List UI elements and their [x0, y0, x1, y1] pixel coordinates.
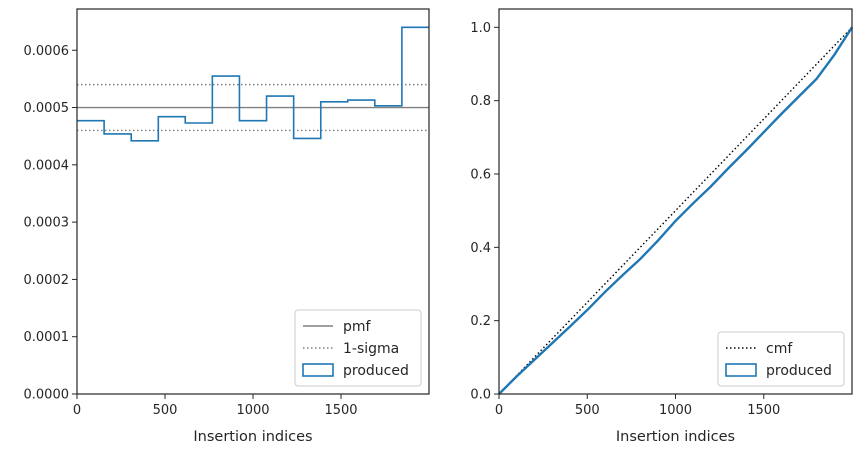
left-histogram-panel: 0 500 1000 1500 0.0000 0.0001 0.0002 0.0003 0.00… [24, 8, 430, 445]
y-tick-label: 0.0005 [24, 101, 70, 116]
series-point-produced-8 [639, 258, 641, 260]
legend-label: pmf [343, 319, 372, 335]
series-point-produced-6 [604, 291, 606, 293]
y-tick-label: 0.6 [470, 168, 491, 183]
legend-label: produced [343, 363, 409, 379]
legend-swatch-produced [725, 363, 757, 377]
right-cmf-panel: 0 500 1000 1500 0.0 0.2 0.4 0.6 0.8 1.0 Insertion … [470, 8, 854, 445]
x-tick-label: 1000 [236, 403, 269, 418]
series-point-produced-17 [798, 95, 800, 98]
series-point-produced-7 [621, 274, 624, 277]
produced-histogram-step [77, 26, 429, 142]
series-point-produced-14 [745, 149, 747, 152]
y-tick-label: 1.0 [470, 21, 491, 36]
y-tick-label: 0.0004 [24, 158, 70, 173]
series-point-produced-15 [762, 131, 765, 133]
legend-label: 1-sigma [343, 341, 399, 357]
legend-swatch-produced [302, 363, 334, 377]
y-tick-label: 0.8 [470, 94, 491, 109]
series-point-produced-1 [515, 375, 518, 378]
series-point-produced-10 [674, 220, 677, 222]
x-tick-label: 1500 [324, 403, 357, 418]
y-tick-label: 0.0003 [24, 216, 70, 231]
series-point-produced-2 [533, 359, 536, 361]
x-tick-label: 1000 [659, 403, 692, 418]
x-tick-label: 500 [575, 403, 600, 418]
y-tick-label: 0.0 [470, 388, 491, 403]
legend-box [717, 331, 845, 387]
x-tick-label: 0 [73, 403, 81, 418]
legend: cmf produced [717, 331, 845, 387]
legend-label: produced [766, 363, 832, 379]
series-point-produced-3 [551, 342, 553, 345]
series-point-produced-12 [710, 185, 712, 188]
y-tick-label: 0.0001 [24, 330, 70, 345]
series-point-produced-5 [586, 309, 589, 311]
series-point-produced-18 [815, 77, 818, 80]
series-cmf [498, 26, 853, 395]
series-point-produced-19 [833, 54, 836, 56]
series-point-produced-13 [727, 167, 730, 169]
y-tick-label: 0.4 [470, 241, 491, 256]
x-axis-label: Insertion indices [193, 429, 312, 445]
x-axis-label: Insertion indices [616, 429, 735, 445]
y-tick-label: 0.0000 [24, 388, 70, 403]
x-tick-label: 500 [153, 403, 178, 418]
x-tick-label: 1500 [747, 403, 780, 418]
series-point-produced-11 [692, 202, 694, 205]
y-tick-label: 0.0002 [24, 273, 70, 288]
series-point-produced-9 [657, 239, 659, 242]
series-point-produced-4 [568, 326, 571, 328]
y-tick-label: 0.2 [470, 314, 491, 329]
y-tick-label: 0.0006 [24, 44, 70, 59]
legend-label: cmf [766, 341, 793, 357]
legend: pmf 1-sigma produced [294, 309, 422, 387]
x-tick-label: 0 [495, 403, 503, 418]
series-point-produced-16 [780, 113, 783, 115]
legend-box [294, 309, 422, 387]
